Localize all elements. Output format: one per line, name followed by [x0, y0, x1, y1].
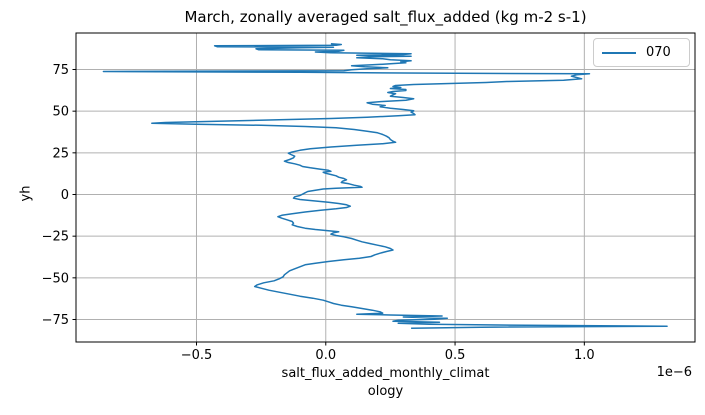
- y-tick-label: −50: [42, 271, 69, 286]
- legend-line-sample-icon: [602, 51, 636, 54]
- axes-frame: [75, 32, 696, 343]
- x-tick-label: 1.0: [574, 348, 595, 363]
- y-tick-label: 75: [52, 63, 69, 78]
- y-tick-label: 25: [52, 146, 69, 161]
- x-axis-label-line2: ology: [367, 384, 404, 399]
- y-axis-label: yh: [18, 185, 34, 202]
- x-axis-offset-text: 1e−6: [656, 365, 692, 380]
- y-tick-label: 0: [61, 188, 69, 203]
- legend-box: 070: [593, 38, 690, 67]
- y-tick-label: 50: [52, 105, 69, 120]
- x-axis-label: salt_flux_added_monthly_climat ology: [76, 365, 695, 401]
- x-tick-label: 0.0: [315, 348, 336, 363]
- legend-entry-label: 070: [646, 45, 671, 60]
- x-tick-label: −0.5: [181, 348, 213, 363]
- y-tick-label: −75: [42, 313, 69, 328]
- chart-title: March, zonally averaged salt_flux_added …: [184, 8, 587, 26]
- x-tick-label: 0.5: [445, 348, 466, 363]
- x-axis-label-line1: salt_flux_added_monthly_climat: [281, 366, 490, 381]
- y-tick-label: −25: [42, 230, 69, 245]
- series-line-070: [102, 42, 668, 329]
